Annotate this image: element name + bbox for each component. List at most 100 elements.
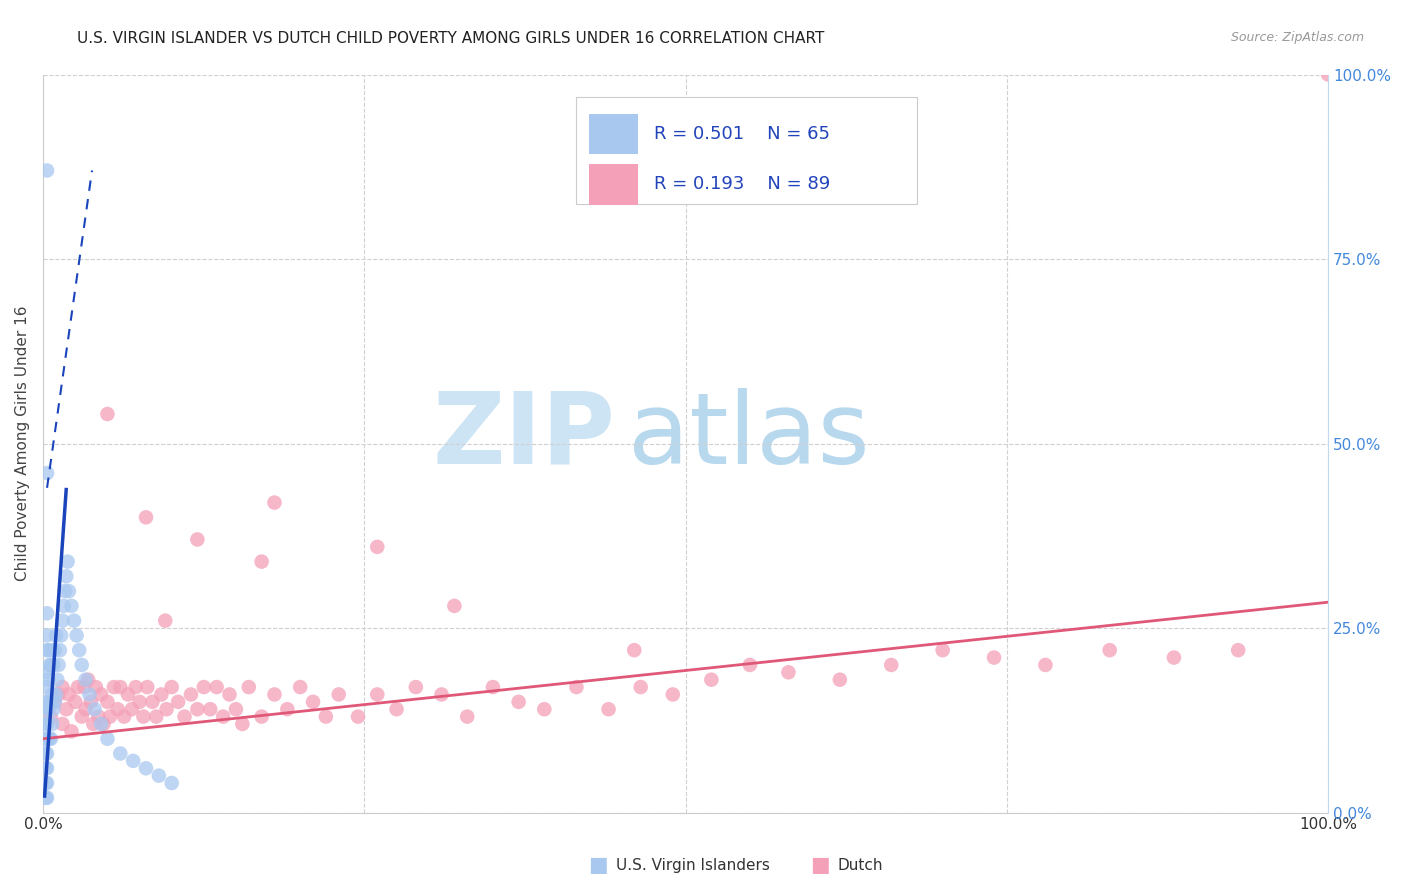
Point (145, 709, 167, 723)
Point (778, 665, 800, 680)
Point (35, 761, 58, 775)
Point (366, 688, 388, 702)
Point (38, 731, 60, 746)
Point (53, 584, 76, 599)
Point (112, 709, 135, 723)
Point (186, 533, 208, 547)
Point (37, 731, 59, 746)
Point (135, 761, 157, 775)
Point (1035, 657, 1057, 672)
Point (385, 702, 408, 716)
Point (45, 628, 67, 642)
Point (70, 709, 93, 723)
Point (65, 695, 87, 709)
Point (117, 688, 139, 702)
Point (75, 673, 97, 687)
Point (84, 680, 107, 694)
Point (35, 731, 58, 746)
Point (122, 754, 145, 768)
Point (35, 680, 58, 694)
Point (110, 680, 132, 694)
Point (35, 643, 58, 657)
Text: R = 0.501    N = 65: R = 0.501 N = 65 (654, 125, 830, 143)
Point (93, 717, 115, 731)
Point (125, 680, 148, 694)
Text: ■: ■ (588, 855, 607, 875)
Text: Source: ZipAtlas.com: Source: ZipAtlas.com (1230, 31, 1364, 45)
Text: atlas: atlas (628, 388, 869, 484)
Point (42, 657, 65, 672)
Point (51, 680, 73, 694)
Text: ZIP: ZIP (432, 388, 614, 484)
Point (96, 407, 118, 421)
Point (80, 695, 103, 709)
Point (35, 702, 58, 716)
Point (39, 709, 62, 723)
Point (60, 599, 83, 613)
Point (1098, 643, 1121, 657)
Point (200, 702, 222, 716)
Point (148, 769, 170, 783)
Point (35, 607, 58, 621)
Point (128, 695, 150, 709)
Point (218, 688, 240, 702)
Point (58, 584, 80, 599)
Point (51, 614, 73, 628)
Point (35, 790, 58, 805)
Point (90, 688, 112, 702)
Point (160, 776, 183, 790)
Point (48, 657, 70, 672)
Point (66, 680, 89, 694)
Point (35, 790, 58, 805)
Point (44, 695, 66, 709)
Point (63, 614, 86, 628)
Text: ■: ■ (810, 855, 830, 875)
Point (41, 688, 63, 702)
Point (35, 717, 58, 731)
Point (212, 709, 235, 723)
Point (508, 695, 530, 709)
Point (37, 702, 59, 716)
Point (186, 702, 208, 716)
Point (136, 680, 159, 694)
Point (67, 643, 90, 657)
Point (263, 688, 285, 702)
Point (70, 657, 93, 672)
Point (276, 702, 298, 716)
Point (238, 680, 260, 694)
Point (302, 695, 325, 709)
Point (65, 628, 87, 642)
Point (205, 680, 228, 694)
Point (366, 540, 388, 554)
Point (931, 643, 953, 657)
Point (35, 747, 58, 761)
Point (35, 717, 58, 731)
Point (160, 680, 183, 694)
Point (173, 709, 195, 723)
Text: U.S. Virgin Islanders: U.S. Virgin Islanders (616, 858, 769, 872)
Point (48, 688, 70, 702)
Point (82, 717, 104, 731)
Point (141, 695, 163, 709)
Point (983, 650, 1005, 665)
Point (405, 680, 427, 694)
Point (167, 695, 190, 709)
Point (96, 695, 118, 709)
Point (35, 163, 58, 178)
Y-axis label: Child Poverty Among Girls Under 16: Child Poverty Among Girls Under 16 (15, 306, 30, 582)
Point (155, 614, 177, 628)
Point (39, 695, 62, 709)
FancyBboxPatch shape (589, 114, 638, 154)
Point (37, 673, 59, 687)
Point (73, 680, 96, 694)
Point (193, 680, 215, 694)
Point (35, 761, 58, 775)
Point (290, 680, 312, 694)
Point (52, 599, 75, 613)
Point (44, 695, 66, 709)
Point (79, 688, 101, 702)
Point (39, 657, 62, 672)
Point (83, 702, 105, 716)
Point (135, 510, 157, 524)
Point (35, 776, 58, 790)
